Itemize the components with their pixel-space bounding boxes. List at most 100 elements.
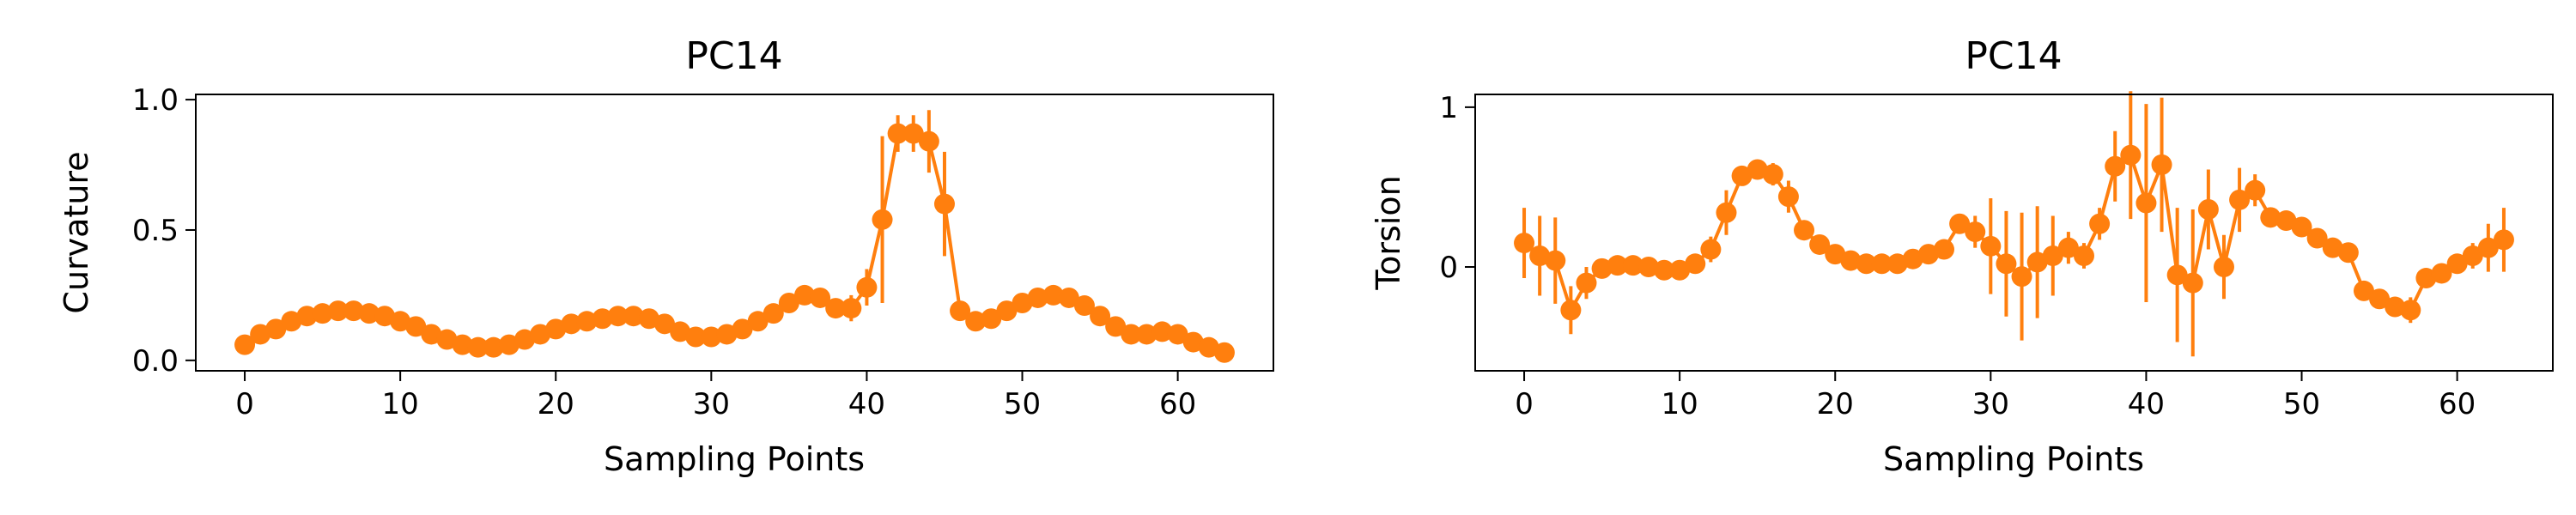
torsion-data-point	[1591, 258, 1613, 279]
curvature-x-tick-label: 30	[693, 387, 730, 421]
torsion-x-tick-label: 60	[2439, 387, 2476, 421]
torsion-data-point	[2105, 155, 2126, 177]
curvature-data-point	[343, 300, 364, 322]
curvature-data-point	[1121, 324, 1142, 345]
curvature-x-tick-label: 50	[1004, 387, 1041, 421]
torsion-data-point	[1700, 239, 1722, 260]
torsion-x-axis: 0 10 20 30 40 50 60	[1515, 371, 2476, 421]
torsion-data-point	[2446, 253, 2468, 275]
curvature-data-point	[638, 308, 659, 330]
torsion-x-tick-label: 40	[2128, 387, 2165, 421]
torsion-data-point	[1560, 300, 1582, 321]
curvature-data-point	[1058, 287, 1079, 308]
curvature-x-axis-label: Sampling Points	[604, 440, 865, 478]
curvature-y-tick-label: 1.0	[132, 83, 179, 118]
curvature-data-point	[918, 130, 939, 152]
torsion-data-point	[2042, 245, 2063, 266]
curvature-data-point	[592, 308, 613, 330]
curvature-data-point	[1105, 316, 1127, 337]
curvature-data-point	[1136, 324, 1157, 345]
torsion-y-axis-label: Torsion	[1370, 175, 1407, 290]
curvature-data-point	[732, 318, 753, 340]
curvature-x-tick-label: 10	[382, 387, 419, 421]
curvature-data-point	[452, 334, 473, 355]
curvature-data-point	[1090, 306, 1111, 327]
curvature-data-point	[498, 334, 519, 355]
torsion-data-point	[1637, 257, 1659, 278]
torsion-y-tick-label: 1	[1439, 91, 1458, 125]
curvature-data-point	[1042, 284, 1064, 306]
curvature-data-point	[483, 336, 504, 358]
curvature-data-point	[950, 300, 971, 322]
torsion-data-point	[1825, 244, 1846, 265]
curvature-data-point	[902, 123, 924, 144]
torsion-data-point	[1886, 253, 1908, 275]
torsion-data-point	[1762, 164, 1783, 185]
torsion-data-point	[2291, 216, 2312, 238]
curvature-data-point	[810, 287, 831, 308]
torsion-axes-frame	[1474, 94, 2554, 372]
curvature-data-point	[685, 326, 707, 348]
curvature-data-point	[981, 308, 1002, 330]
curvature-data-point	[1151, 321, 1173, 342]
torsion-data-point	[2477, 237, 2499, 258]
torsion-data-point	[1607, 255, 1628, 276]
torsion-data-point	[1949, 213, 1971, 234]
curvature-data-point	[747, 311, 769, 332]
torsion-data-point	[2415, 268, 2437, 289]
curvature-y-axis-label: Curvature	[58, 151, 95, 313]
curvature-data-point	[1198, 336, 1219, 358]
curvature-data-point	[358, 303, 380, 324]
torsion-data-point	[2275, 210, 2297, 232]
curvature-data-point	[436, 329, 458, 350]
torsion-data-point	[2011, 266, 2032, 288]
torsion-data-point	[1685, 253, 1706, 275]
torsion-data-point	[1840, 250, 1862, 271]
curvature-data-point	[933, 193, 955, 215]
torsion-data-point	[1934, 239, 1955, 260]
torsion-x-tick-label: 20	[1817, 387, 1854, 421]
torsion-data-point	[1794, 220, 1815, 241]
curvature-data-point	[1213, 342, 1235, 363]
curvature-data-point	[390, 311, 411, 332]
torsion-data-point	[2400, 300, 2421, 321]
curvature-x-axis: 0 10 20 30 40 50 60	[235, 371, 1196, 421]
torsion-data-point	[2197, 199, 2219, 221]
torsion-y-tick-label: 0	[1439, 251, 1458, 285]
torsion-data-point	[1777, 186, 1799, 208]
torsion-data-point	[1716, 202, 1737, 223]
torsion-y-axis: 01	[1439, 91, 1475, 285]
torsion-data-point	[2462, 245, 2483, 266]
torsion-data-point	[2385, 296, 2406, 318]
curvature-data-point	[701, 326, 722, 348]
torsion-data-point	[2431, 263, 2452, 284]
curvature-data-point	[654, 313, 676, 335]
curvature-data-point	[530, 324, 551, 345]
curvature-x-tick-label: 20	[538, 387, 574, 421]
curvature-data-point	[825, 298, 847, 319]
torsion-data-point	[1654, 259, 1675, 281]
torsion-data-point	[1747, 159, 1768, 180]
torsion-data-point	[2136, 192, 2157, 214]
curvature-data-point	[1167, 324, 1188, 345]
torsion-data-point	[1980, 235, 2002, 257]
curvature-data-point	[265, 318, 287, 340]
curvature-data-point	[281, 311, 302, 332]
torsion-data-point	[1996, 253, 2017, 275]
torsion-data-point	[2057, 237, 2079, 258]
curvature-data-point	[872, 209, 893, 230]
curvature-data-point	[1073, 295, 1095, 317]
curvature-data-point	[965, 311, 987, 332]
curvature-data-point	[1012, 293, 1033, 314]
curvature-data-point	[670, 321, 691, 342]
torsion-data-point	[2182, 272, 2203, 294]
torsion-plot-area	[1514, 91, 2514, 357]
torsion-data-point	[1917, 244, 1939, 265]
torsion-data-point	[1902, 248, 1923, 270]
torsion-data-point	[2120, 144, 2142, 166]
curvature-y-tick-label: 0.0	[132, 344, 179, 379]
torsion-data-point	[2306, 227, 2328, 249]
curvature-data-point	[234, 334, 256, 355]
curvature-data-point	[1182, 331, 1204, 353]
torsion-data-point	[2026, 251, 2048, 273]
